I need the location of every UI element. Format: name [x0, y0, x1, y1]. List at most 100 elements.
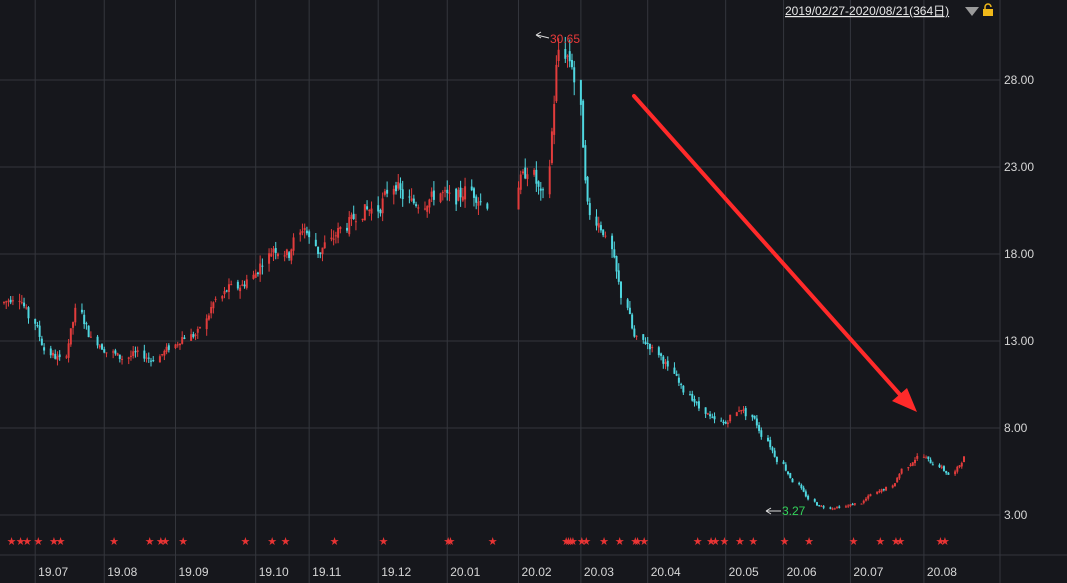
- candle-body: [564, 49, 567, 59]
- candle-body: [862, 500, 865, 503]
- candle-body: [646, 342, 649, 344]
- candle-body: [134, 351, 137, 353]
- candle-body: [457, 189, 460, 201]
- lock-icon[interactable]: [983, 3, 993, 16]
- candle-body: [87, 325, 90, 338]
- limit-down-star: ★: [566, 535, 576, 548]
- candle-body: [822, 506, 825, 508]
- candle-body: [706, 413, 709, 415]
- candle-body: [820, 505, 823, 507]
- candle-body: [399, 183, 402, 190]
- candle-body: [158, 356, 161, 363]
- candle-body: [178, 343, 181, 346]
- candle-body: [722, 421, 725, 424]
- candle-body: [270, 253, 273, 257]
- candle-body: [602, 229, 605, 236]
- candle-body: [455, 188, 458, 205]
- limit-down-star: ★: [445, 535, 455, 548]
- candle-body: [628, 307, 631, 315]
- candle-body: [354, 221, 357, 223]
- candle-body: [363, 204, 366, 221]
- candle-body: [308, 231, 311, 238]
- date-range-control[interactable]: 2019/02/27-2020/08/21(364日): [785, 3, 993, 18]
- candle-body: [635, 335, 638, 337]
- candle-body: [942, 466, 945, 471]
- candle-body: [833, 508, 836, 510]
- candle-body: [423, 208, 426, 210]
- candle-body: [755, 418, 758, 426]
- candle-body: [945, 470, 948, 474]
- candle-body: [566, 55, 569, 57]
- candle-body: [459, 187, 462, 198]
- candle-body: [479, 201, 482, 203]
- x-tick-label: 20.06: [787, 565, 817, 579]
- y-tick-label: 3.00: [1004, 508, 1028, 522]
- candle-body: [446, 189, 449, 194]
- candle-body: [3, 302, 5, 304]
- candle-body: [11, 300, 14, 302]
- candle-body: [720, 420, 723, 422]
- candle-body: [680, 383, 683, 385]
- candle-body: [152, 359, 155, 362]
- candle-body: [588, 203, 591, 216]
- candle-body: [584, 145, 587, 181]
- candle-body: [916, 456, 919, 459]
- candle-body: [595, 216, 598, 226]
- candle-body: [947, 472, 950, 475]
- limit-down-star: ★: [33, 535, 43, 548]
- limit-down-star: ★: [633, 535, 643, 548]
- candle-body: [190, 334, 193, 341]
- candle-body: [878, 491, 881, 493]
- candle-body: [677, 377, 680, 383]
- limit-down-star: ★: [160, 535, 170, 548]
- candle-body: [517, 187, 520, 210]
- limit-down-star: ★: [895, 535, 905, 548]
- candle-body: [907, 467, 910, 469]
- candle-body: [853, 503, 856, 505]
- candle-body: [642, 334, 645, 340]
- limit-down-star: ★: [706, 535, 716, 548]
- candle-body: [695, 402, 698, 404]
- candle-body: [27, 307, 30, 319]
- candle-body: [882, 489, 885, 491]
- candle-body: [339, 227, 342, 230]
- candle-body: [243, 284, 246, 287]
- price-annotations: 30.65 3.27: [535, 31, 806, 518]
- limit-down-star: ★: [561, 535, 571, 548]
- x-tick-label: 20.01: [450, 565, 480, 579]
- candle-body: [958, 465, 961, 467]
- candle-body: [83, 314, 86, 325]
- date-range-label[interactable]: 2019/02/27-2020/08/21(364日): [785, 4, 949, 18]
- candle-body: [619, 281, 622, 298]
- candle-body: [751, 414, 754, 418]
- limit-down-star: ★: [178, 535, 188, 548]
- candle-body: [876, 491, 879, 494]
- candle-body: [352, 213, 355, 220]
- candle-body: [381, 198, 384, 214]
- candle-body: [542, 189, 545, 191]
- candle-body: [67, 343, 70, 358]
- candle-body: [305, 230, 308, 234]
- candle-body: [23, 302, 26, 307]
- candle-body: [626, 299, 629, 308]
- candle-body: [898, 473, 901, 479]
- candle-body: [301, 231, 304, 233]
- candle-body: [766, 437, 769, 441]
- candle-body: [143, 350, 146, 359]
- candle-body: [163, 350, 166, 356]
- candle-body: [174, 344, 177, 349]
- limit-down-star: ★: [577, 535, 587, 548]
- limit-down-star: ★: [568, 535, 578, 548]
- candle-body: [844, 506, 847, 508]
- limit-down-star: ★: [16, 535, 26, 548]
- candle-body: [742, 409, 745, 411]
- candle-body: [891, 485, 894, 488]
- candle-body: [346, 227, 349, 231]
- candle-body: [847, 505, 850, 507]
- candle-body: [938, 464, 941, 468]
- candle-body: [662, 356, 665, 364]
- candle-body: [867, 495, 870, 499]
- high-price-label: 30.65: [550, 32, 580, 46]
- triangle-down-icon[interactable]: [965, 7, 979, 16]
- candle-body: [666, 360, 669, 367]
